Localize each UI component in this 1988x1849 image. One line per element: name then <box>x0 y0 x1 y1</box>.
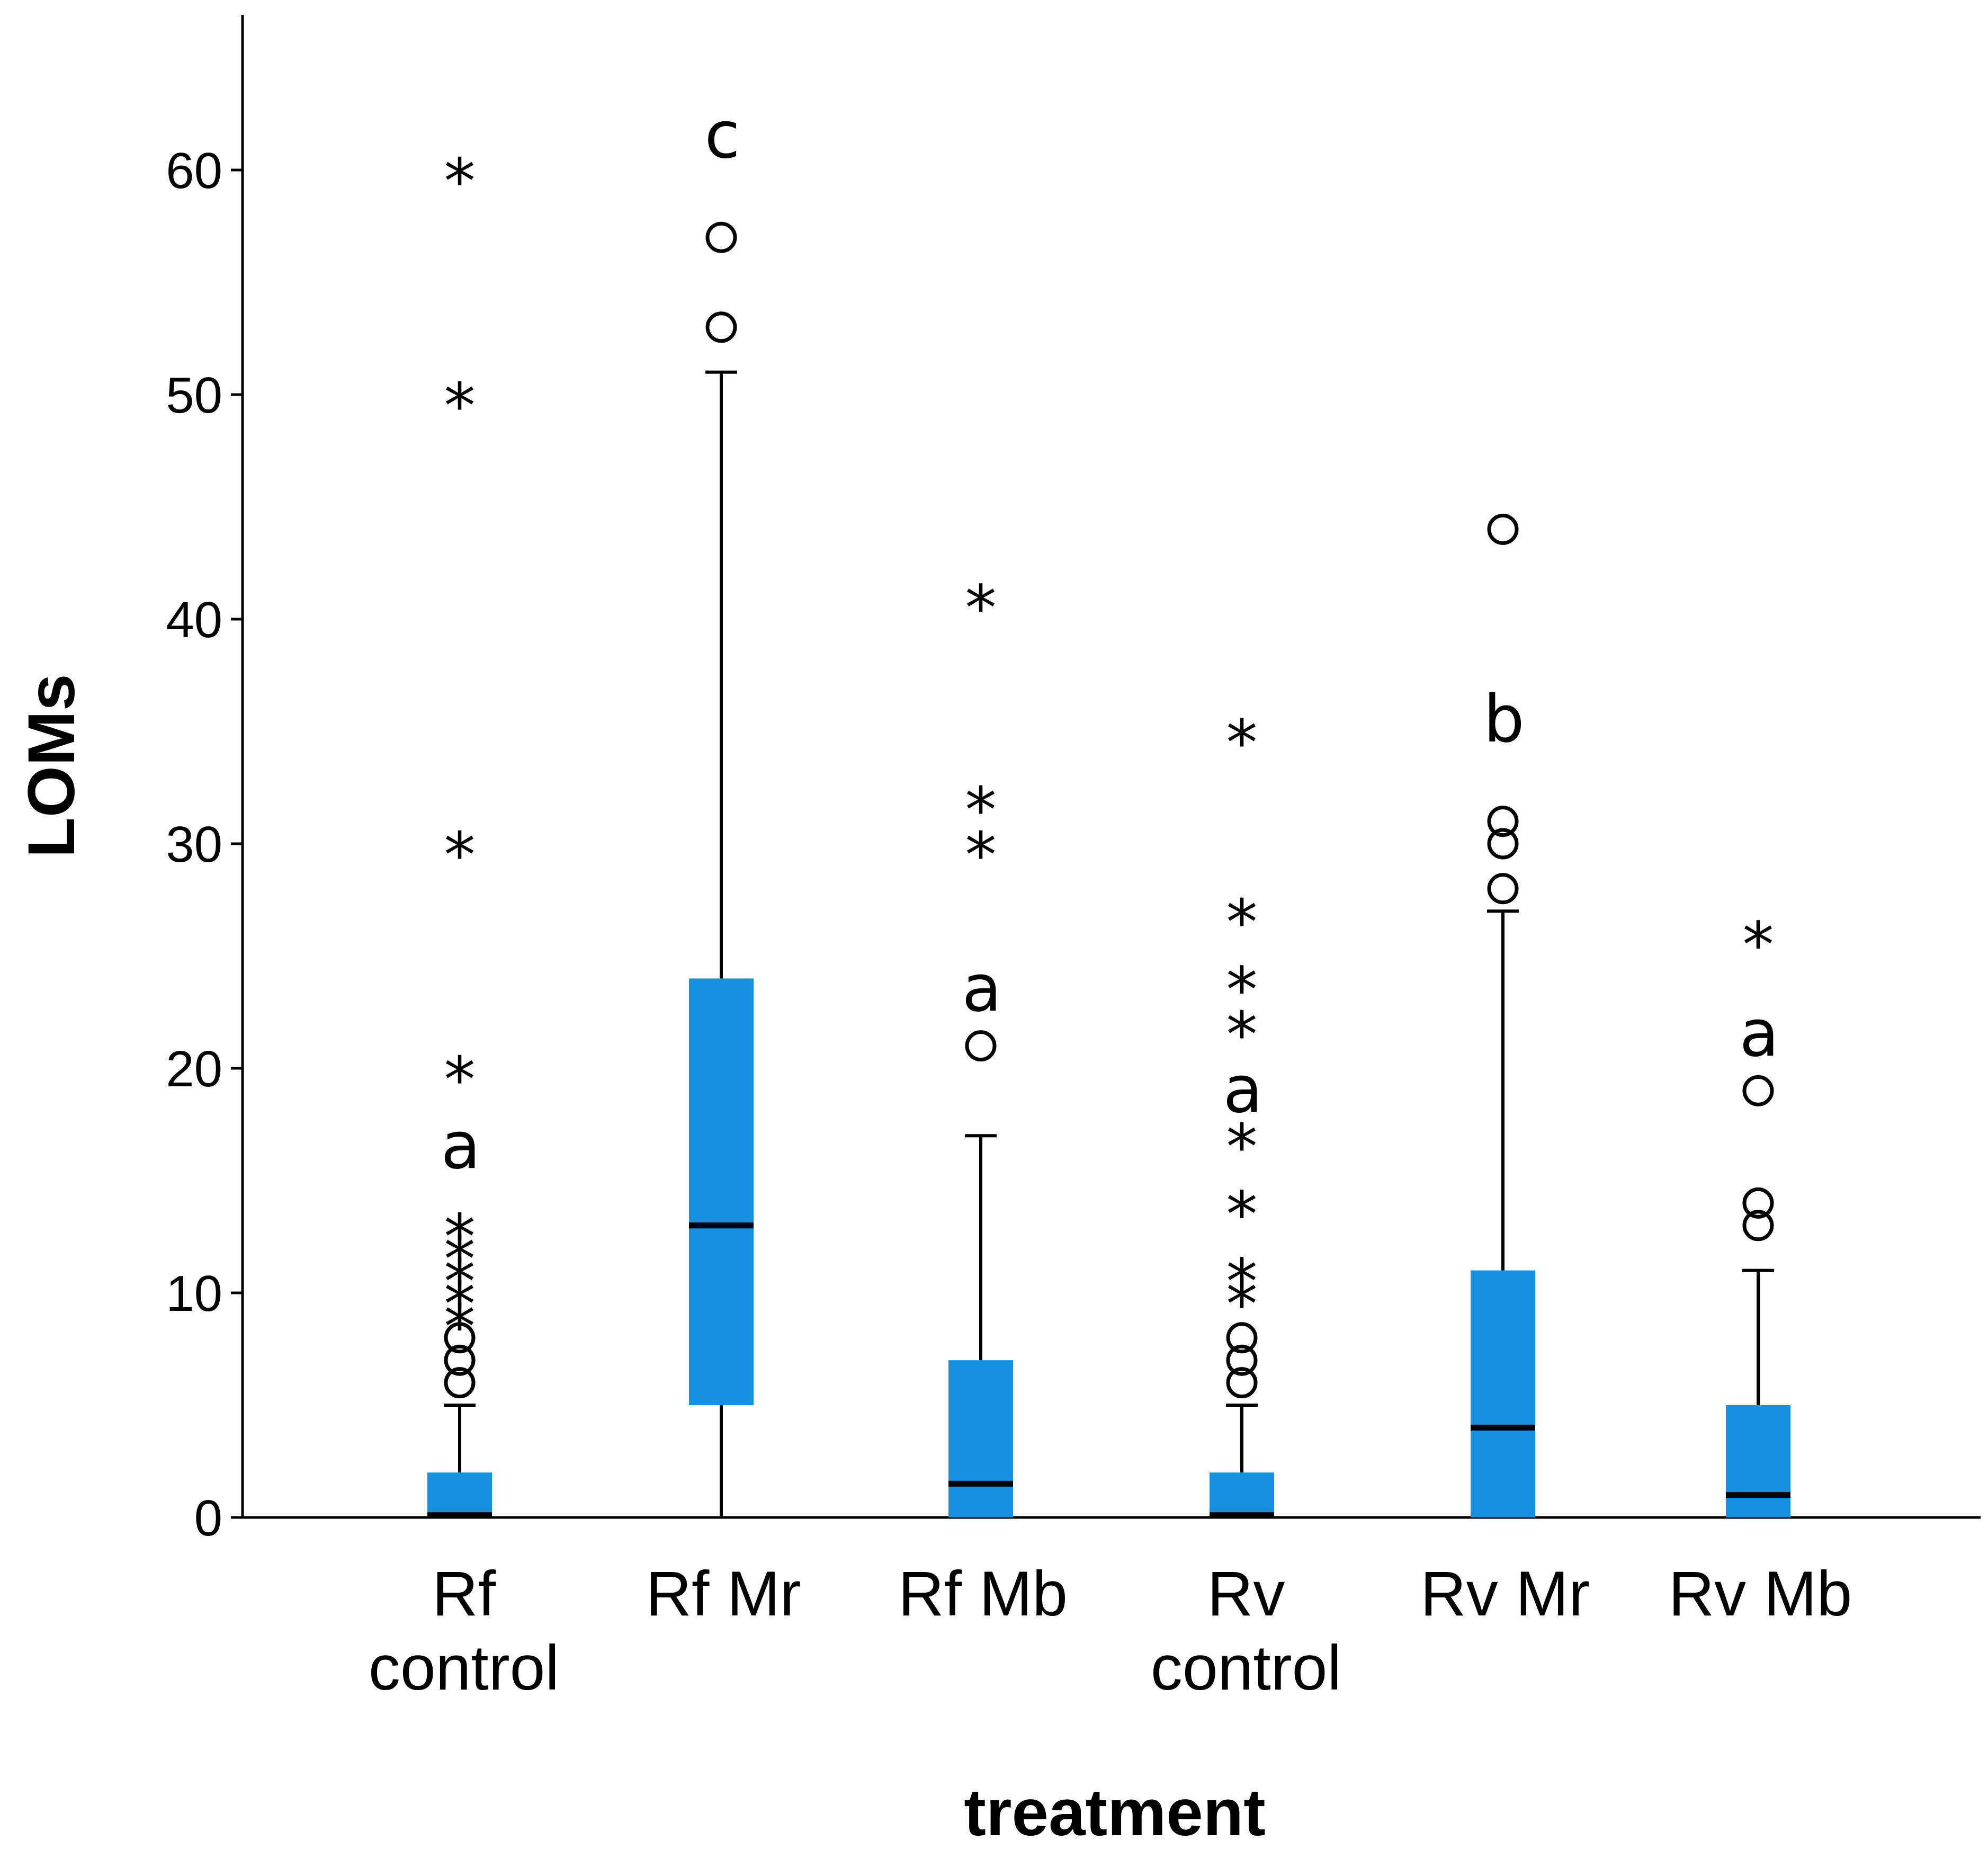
extreme-point: * <box>444 1245 476 1318</box>
significance-letter: a <box>1740 996 1779 1071</box>
outlier-point <box>705 221 737 253</box>
extreme-point: * <box>1226 1267 1258 1341</box>
significance-letter: a <box>962 951 1002 1026</box>
box-group: *a <box>1726 908 1790 1517</box>
extreme-point: * <box>1226 953 1258 1026</box>
extreme-point: * <box>1226 1110 1258 1183</box>
x-tick-label: Rf Mb <box>898 1558 1068 1629</box>
extreme-point: * <box>1743 908 1774 981</box>
extreme-point: * <box>965 773 997 846</box>
y-axis-ticks: 0 10 20 30 40 50 60 <box>166 142 243 1547</box>
y-tick-label: 20 <box>166 1041 222 1097</box>
outlier-point <box>1742 1187 1774 1219</box>
significance-letter: b <box>1483 682 1524 757</box>
x-tick-label: Rv <box>1207 1558 1285 1629</box>
y-tick-label: 10 <box>166 1265 222 1322</box>
x-tick-label: Rv Mb <box>1669 1558 1852 1629</box>
box-iqr <box>1471 1270 1535 1517</box>
box-group: c <box>689 97 754 1517</box>
box-iqr <box>1726 1405 1790 1517</box>
significance-letter: a <box>1223 1052 1263 1127</box>
extreme-point: * <box>1226 998 1258 1071</box>
extreme-point: * <box>444 1222 476 1296</box>
extreme-point: * <box>444 145 476 218</box>
box-iqr <box>948 1360 1013 1517</box>
x-axis-title: treatment <box>964 1776 1266 1849</box>
outlier-point <box>444 1367 476 1399</box>
outlier-point <box>444 1322 476 1354</box>
outlier-point <box>1742 1210 1774 1241</box>
extreme-point: * <box>444 1290 476 1363</box>
box-groups: *********ac***a********ab*a <box>427 97 1790 1518</box>
x-tick-label: control <box>1151 1632 1341 1703</box>
x-tick-label: Rf <box>432 1558 496 1629</box>
outlier-point <box>705 311 737 343</box>
box-group: ***a <box>948 571 1013 1517</box>
extreme-point: * <box>444 369 476 442</box>
extreme-point: * <box>1226 886 1258 959</box>
outlier-point <box>965 1030 997 1062</box>
extreme-point: * <box>444 818 476 891</box>
extreme-point: * <box>444 1200 476 1273</box>
y-axis-title: LOMs <box>15 674 88 857</box>
extreme-point: * <box>1226 1245 1258 1318</box>
outlier-point <box>1487 828 1519 860</box>
y-tick-label: 60 <box>166 142 222 199</box>
outlier-point <box>1226 1367 1258 1399</box>
box-iqr <box>1210 1472 1274 1517</box>
box-group: ********a <box>1210 706 1274 1518</box>
x-tick-label: control <box>369 1632 559 1703</box>
outlier-point <box>1487 806 1519 837</box>
extreme-point: * <box>444 1267 476 1341</box>
extreme-point: * <box>965 571 997 645</box>
y-tick-label: 50 <box>166 367 222 424</box>
outlier-point <box>1487 873 1519 905</box>
significance-letter: c <box>704 97 740 173</box>
x-tick-label: Rf Mr <box>646 1558 801 1629</box>
outlier-point <box>1226 1344 1258 1376</box>
extreme-point: * <box>444 1043 476 1116</box>
significance-letter: a <box>441 1108 481 1183</box>
y-tick-label: 40 <box>166 592 222 648</box>
outlier-point <box>1487 513 1519 545</box>
x-tick-label: Rv Mr <box>1420 1558 1590 1629</box>
box-iqr <box>427 1472 492 1517</box>
box-group: *********a <box>427 145 492 1518</box>
outlier-point <box>1742 1075 1774 1106</box>
y-tick-label: 0 <box>194 1490 222 1547</box>
box-iqr <box>689 978 754 1405</box>
outlier-point <box>1226 1322 1258 1354</box>
extreme-point: * <box>965 818 997 891</box>
extreme-point: * <box>1226 706 1258 779</box>
y-tick-label: 30 <box>166 816 222 873</box>
box-group: b <box>1471 513 1535 1517</box>
extreme-point: * <box>1226 1177 1258 1250</box>
outlier-point <box>444 1344 476 1376</box>
